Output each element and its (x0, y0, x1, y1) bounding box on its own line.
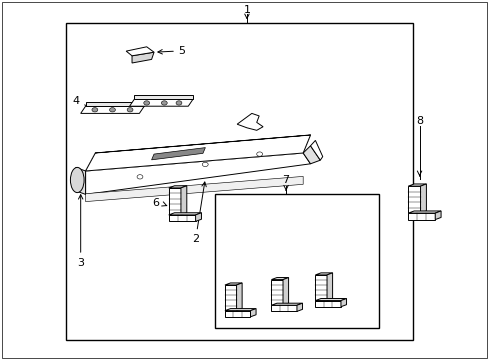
Text: 2: 2 (192, 182, 206, 244)
Text: 1: 1 (243, 5, 250, 15)
Polygon shape (303, 146, 320, 164)
Circle shape (92, 108, 98, 112)
Polygon shape (126, 47, 154, 56)
Text: 4: 4 (72, 96, 92, 108)
Polygon shape (224, 311, 250, 317)
Polygon shape (407, 211, 440, 213)
Circle shape (202, 162, 208, 167)
Polygon shape (129, 99, 193, 106)
Polygon shape (151, 148, 205, 160)
Polygon shape (296, 303, 302, 311)
Polygon shape (407, 184, 426, 186)
Polygon shape (168, 215, 195, 221)
Polygon shape (434, 211, 440, 220)
Polygon shape (85, 176, 303, 202)
Polygon shape (315, 275, 326, 301)
Polygon shape (237, 113, 263, 130)
Circle shape (137, 175, 142, 179)
Polygon shape (326, 273, 332, 301)
Polygon shape (310, 140, 322, 160)
Polygon shape (181, 186, 186, 215)
Text: 7: 7 (282, 175, 289, 185)
Circle shape (161, 101, 167, 105)
Polygon shape (315, 301, 340, 307)
Polygon shape (340, 298, 346, 307)
Circle shape (176, 101, 182, 105)
Polygon shape (168, 188, 181, 215)
Polygon shape (271, 280, 283, 305)
Text: 6: 6 (152, 198, 159, 208)
Polygon shape (134, 95, 193, 99)
Bar (66, 23, 412, 340)
Polygon shape (224, 309, 256, 311)
Circle shape (109, 108, 115, 112)
Polygon shape (236, 283, 242, 311)
Text: 8: 8 (415, 116, 422, 126)
Polygon shape (76, 167, 85, 194)
Polygon shape (315, 273, 332, 275)
Polygon shape (195, 213, 201, 221)
Polygon shape (168, 213, 201, 215)
Polygon shape (224, 283, 242, 285)
Circle shape (143, 101, 149, 105)
Polygon shape (168, 186, 186, 188)
Polygon shape (271, 278, 288, 280)
Circle shape (127, 108, 133, 112)
Polygon shape (81, 106, 144, 113)
Polygon shape (85, 135, 310, 171)
Bar (215, 194, 378, 328)
Ellipse shape (70, 167, 84, 193)
Polygon shape (407, 186, 420, 213)
Text: 3: 3 (77, 195, 84, 268)
Polygon shape (250, 309, 256, 317)
Polygon shape (271, 305, 296, 311)
Polygon shape (85, 135, 310, 171)
Polygon shape (85, 153, 310, 194)
Polygon shape (407, 213, 434, 220)
Polygon shape (85, 102, 144, 106)
Polygon shape (420, 184, 426, 213)
Polygon shape (224, 285, 236, 311)
Polygon shape (271, 303, 302, 305)
Polygon shape (132, 52, 154, 63)
Polygon shape (315, 298, 346, 301)
Text: 5: 5 (178, 46, 185, 56)
Polygon shape (283, 278, 288, 305)
Circle shape (256, 152, 262, 156)
